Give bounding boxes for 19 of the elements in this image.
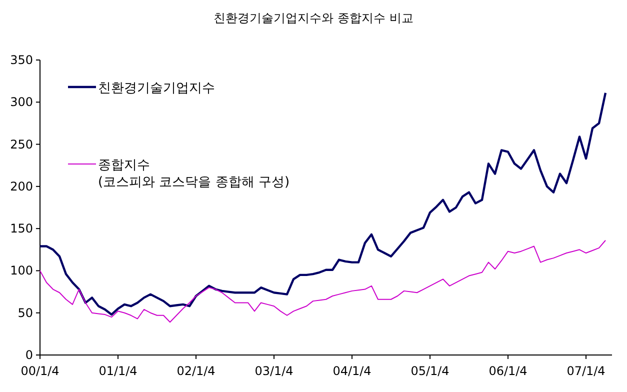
x-tick-label: 02/1/4 — [176, 364, 216, 378]
y-tick-label: 150 — [10, 222, 33, 236]
y-tick-label: 0 — [25, 348, 33, 362]
x-tick-label: 00/1/4 — [20, 364, 60, 378]
x-tick-label: 01/1/4 — [98, 364, 138, 378]
x-tick-label: 03/1/4 — [254, 364, 294, 378]
y-tick-label: 300 — [10, 95, 33, 110]
x-tick-label: 04/1/4 — [332, 364, 372, 378]
x-tick-label: 06/1/4 — [488, 364, 528, 378]
legend-label: 친환경기술기업지수 — [98, 81, 215, 96]
y-tick-label: 200 — [10, 179, 33, 194]
y-tick-label: 100 — [10, 264, 33, 278]
y-tick-label: 50 — [18, 306, 33, 320]
chart-title: 친환경기술기업지수와 종합지수 비교 — [214, 11, 414, 25]
y-tick-label: 350 — [10, 53, 33, 67]
x-tick-label: 05/1/4 — [410, 364, 450, 378]
y-tick-label: 250 — [10, 137, 33, 152]
legend-label: 종합지수 (코스피와 코스닥을 종합해 구성) — [98, 158, 290, 190]
x-tick-label: 07/1/4 — [566, 364, 606, 378]
